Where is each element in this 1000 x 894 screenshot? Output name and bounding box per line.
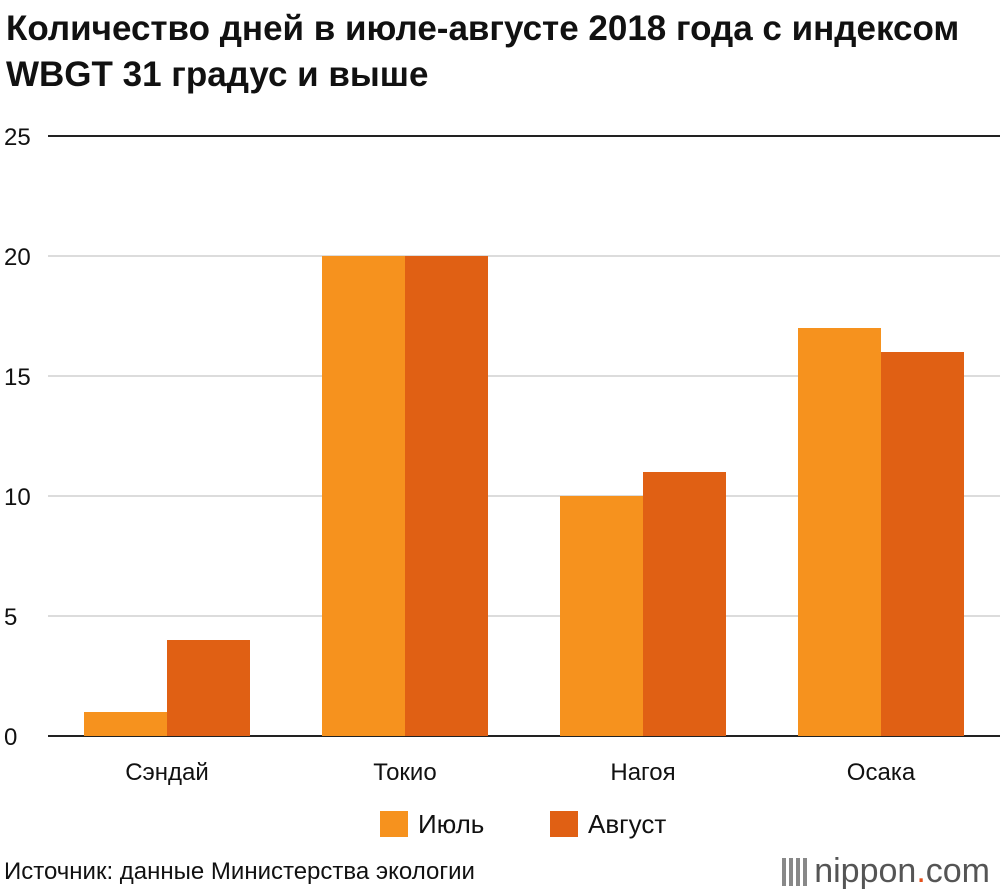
legend: Июль Август — [380, 809, 666, 839]
bar — [405, 256, 488, 736]
bar — [643, 472, 726, 736]
x-tick-label: Токио — [373, 759, 436, 786]
x-tick-label: Нагоя — [610, 759, 675, 786]
bar — [322, 256, 405, 736]
bar — [167, 640, 250, 736]
legend-label: Август — [588, 809, 666, 839]
y-axis-ticks: 0 5 10 15 20 25 — [4, 124, 31, 751]
x-tick-label: Осака — [847, 759, 916, 786]
legend-swatch — [380, 811, 408, 837]
nippon-logo: nippon. com — [782, 852, 990, 891]
y-tick-label: 10 — [4, 484, 31, 511]
y-tick-label: 5 — [4, 604, 17, 631]
legend-swatch — [550, 811, 578, 837]
legend-label: Июль — [418, 809, 484, 839]
bar — [84, 712, 167, 736]
bar — [560, 496, 643, 736]
logo-suffix: com — [925, 852, 990, 890]
source-note: Источник: данные Министерства экологии — [4, 858, 475, 885]
chart-title: Количество дней в июле-августе 2018 года… — [6, 9, 960, 94]
logo-dot: . — [916, 852, 926, 890]
bar — [881, 352, 964, 736]
y-tick-label: 25 — [4, 124, 31, 151]
bars — [84, 256, 964, 736]
nippon-mark-icon — [782, 858, 808, 886]
y-tick-label: 15 — [4, 364, 31, 391]
logo-name: nippon — [814, 852, 917, 890]
x-axis-labels: Сэндай Токио Нагоя Осака — [125, 759, 916, 786]
x-tick-label: Сэндай — [125, 759, 209, 786]
y-tick-label: 20 — [4, 244, 31, 271]
bar — [798, 328, 881, 736]
y-tick-label: 0 — [4, 724, 17, 751]
